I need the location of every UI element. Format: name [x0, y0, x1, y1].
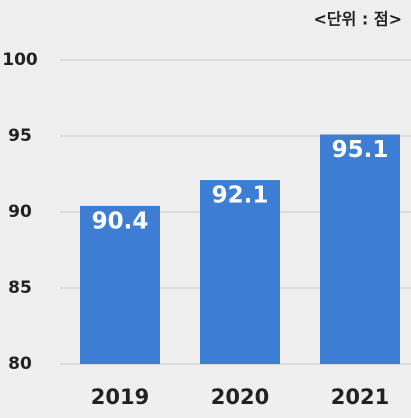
x-tick-label: 2020	[211, 385, 269, 409]
y-tick-label: 80	[8, 354, 32, 374]
y-tick-label: 85	[8, 278, 32, 298]
bar	[320, 134, 400, 364]
bar	[200, 180, 280, 364]
value-label: 95.1	[332, 137, 389, 163]
x-tick-label: 2021	[331, 385, 389, 409]
y-tick-label: 90	[8, 202, 32, 222]
y-tick-label: 100	[2, 50, 38, 70]
value-label: 92.1	[212, 183, 269, 209]
value-label: 90.4	[92, 208, 149, 234]
y-tick-label: 95	[8, 126, 32, 146]
x-tick-label: 2019	[91, 385, 149, 409]
bar	[80, 205, 160, 364]
unit-label: <단위 : 점>	[313, 10, 402, 29]
